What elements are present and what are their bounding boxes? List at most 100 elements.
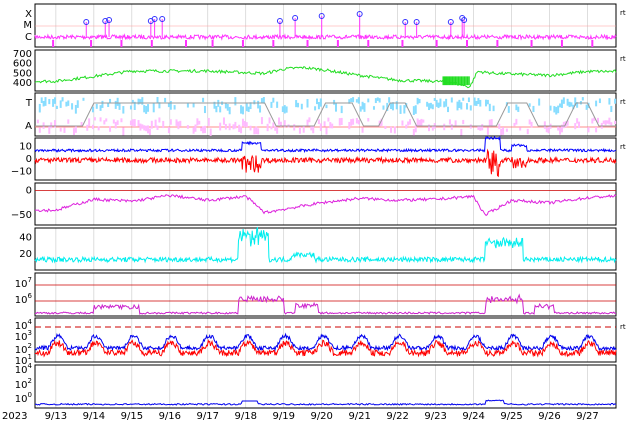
orientation-t-mark	[285, 106, 288, 113]
orientation-a-mark	[91, 124, 94, 130]
flare-tick-bar	[496, 40, 499, 47]
flare-tick-bar	[272, 40, 275, 47]
orientation-a-mark	[543, 121, 546, 129]
orientation-a-mark	[431, 126, 434, 131]
orientation-a-mark	[604, 120, 607, 126]
flare-marker	[292, 15, 299, 21]
orientation-a-mark	[545, 127, 548, 133]
orientation-a-mark	[481, 124, 484, 131]
orientation-a-mark	[560, 124, 563, 133]
orientation-a-mark	[179, 120, 182, 127]
y-tick-label: 102	[15, 342, 32, 356]
orientation-a-mark	[147, 125, 150, 134]
flare-tick-bar	[336, 40, 339, 47]
orientation-a-mark	[515, 118, 518, 125]
orientation-t-mark	[325, 104, 328, 109]
orientation-a-mark	[74, 125, 77, 133]
orientation-a-mark	[122, 127, 125, 136]
flare-marker	[318, 13, 325, 19]
orientation-a-mark	[169, 119, 172, 125]
orientation-a-mark	[393, 126, 396, 134]
orientation-t-mark	[247, 106, 250, 112]
orientation-t-mark	[355, 99, 358, 103]
orientation-t-mark	[538, 98, 541, 106]
orientation-a-mark	[578, 121, 581, 129]
orientation-t-mark	[473, 97, 476, 106]
orientation-a-mark	[340, 117, 343, 125]
orientation-t-mark	[147, 104, 150, 112]
orientation-t-mark	[557, 105, 560, 114]
orientation-t-mark	[141, 97, 144, 105]
y-tick-label: 104	[15, 362, 33, 376]
orientation-t-mark	[357, 97, 360, 104]
orientation-a-mark	[355, 118, 358, 124]
orientation-a-mark	[526, 128, 529, 135]
orientation-a-mark	[112, 119, 115, 124]
orientation-t-mark	[412, 106, 415, 115]
right-label: rt	[620, 98, 626, 106]
flare-tick-bar	[150, 40, 153, 47]
orientation-t-mark	[479, 99, 482, 107]
orientation-a-mark	[133, 119, 136, 127]
orientation-t-mark	[437, 102, 440, 109]
orientation-t-mark	[74, 104, 77, 114]
orientation-t-mark	[257, 100, 260, 109]
y-tick-label: 107	[15, 276, 32, 290]
orientation-t-mark	[48, 98, 51, 105]
orientation-a-mark	[238, 124, 241, 133]
orientation-t-mark	[416, 97, 419, 105]
orientation-t-mark	[608, 98, 611, 105]
y-tick-label: 700	[13, 49, 32, 60]
orientation-a-mark	[105, 118, 108, 122]
orientation-a-mark	[283, 120, 286, 128]
orientation-t-mark	[348, 99, 351, 104]
y-tick-label: 101	[15, 353, 32, 367]
orientation-t-mark	[167, 102, 170, 108]
orientation-a-mark	[234, 121, 237, 129]
y-tick-label: 600	[13, 59, 32, 70]
orientation-t-mark	[158, 102, 161, 109]
x-tick-label: 9/20	[310, 411, 332, 422]
orientation-a-mark	[329, 122, 332, 129]
orientation-t-mark	[426, 101, 429, 107]
orientation-t-mark	[399, 105, 402, 114]
orientation-t-mark	[439, 98, 442, 107]
right-label: rt	[620, 143, 626, 151]
flare-tick-bar	[184, 40, 187, 47]
panel-frame-solar_wind_speed	[34, 49, 617, 92]
orientation-t-mark	[67, 100, 70, 106]
orientation-a-mark	[249, 125, 252, 131]
orientation-a-mark	[490, 119, 493, 127]
orientation-t-mark	[99, 105, 102, 111]
orientation-t-mark	[306, 99, 309, 108]
orientation-a-mark	[93, 117, 96, 121]
proton-line	[35, 293, 616, 315]
orientation-t-mark	[492, 105, 495, 112]
sector-line	[35, 102, 616, 127]
orientation-t-mark	[382, 105, 385, 110]
orientation-a-mark	[260, 117, 263, 125]
orientation-a-mark	[488, 119, 491, 127]
orientation-t-mark	[456, 101, 459, 111]
flare-tick-bar	[591, 40, 594, 47]
orientation-t-mark	[559, 103, 562, 108]
orientation-a-mark	[591, 118, 594, 124]
y-tick-label: 103	[15, 329, 32, 343]
orientation-a-mark	[325, 127, 328, 135]
flare-marker	[447, 19, 454, 25]
orientation-t-mark	[71, 103, 74, 110]
orientation-a-mark	[319, 123, 322, 132]
flare-tick-bar	[530, 40, 533, 47]
orientation-t-mark	[477, 98, 480, 105]
orientation-a-mark	[614, 120, 617, 125]
orientation-t-mark	[374, 98, 377, 104]
flare-tick-bar	[435, 40, 438, 47]
orientation-t-mark	[249, 102, 252, 110]
orientation-a-mark	[158, 117, 161, 123]
orientation-t-mark	[145, 105, 148, 114]
flare-tick-bar	[52, 40, 55, 47]
orientation-t-mark	[52, 99, 55, 107]
orientation-t-mark	[560, 99, 563, 108]
kp-line	[34, 226, 617, 264]
